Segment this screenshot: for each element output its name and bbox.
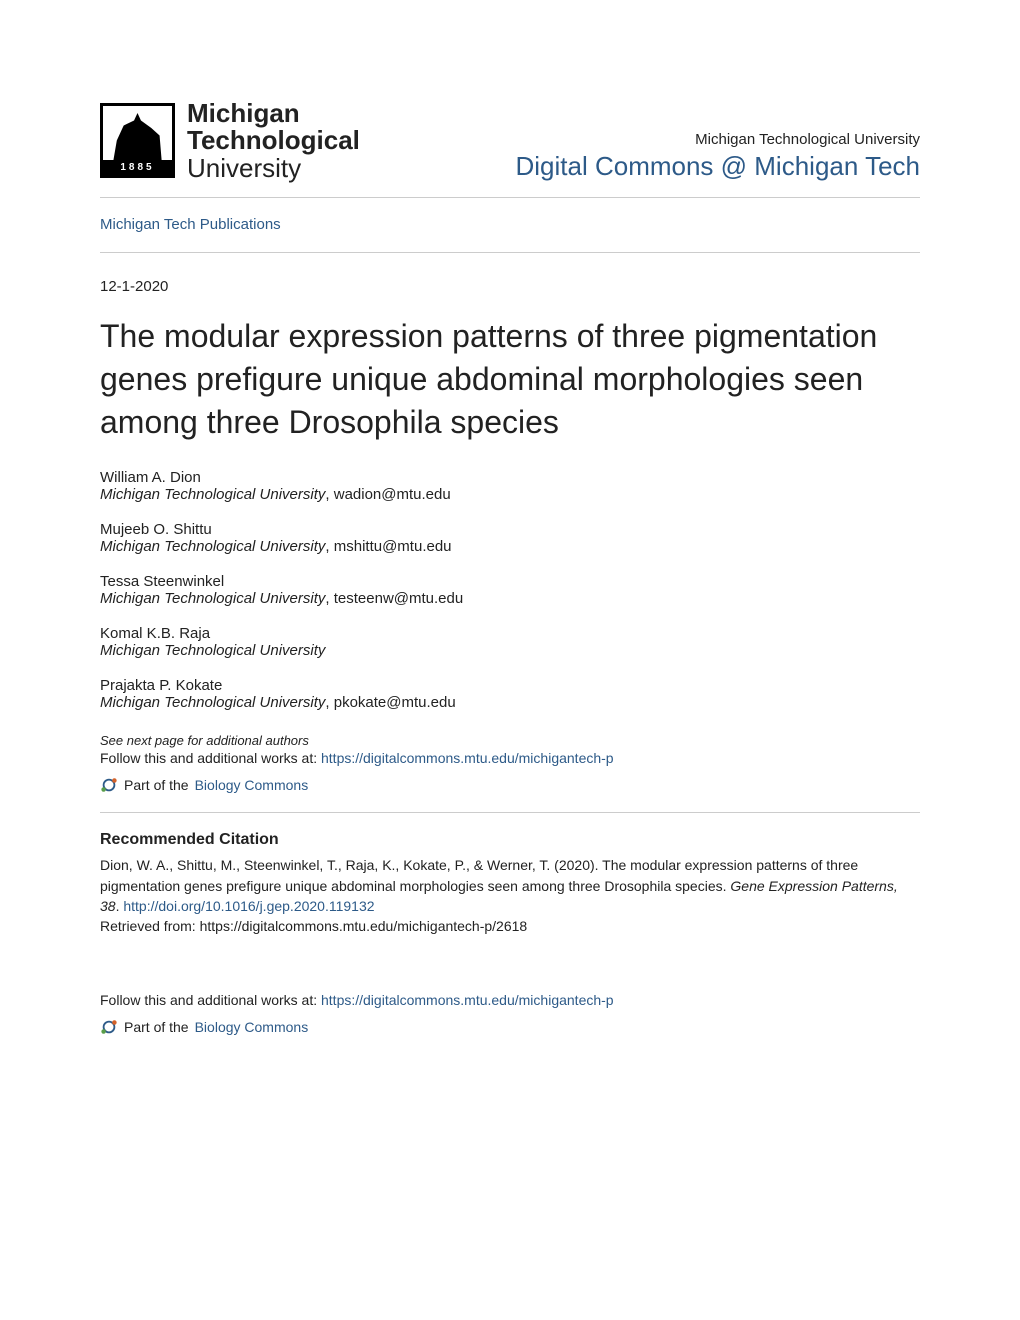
retrieved-from: Retrieved from: https://digitalcommons.m… xyxy=(100,916,920,936)
biology-commons-link[interactable]: Biology Commons xyxy=(195,777,309,793)
author-block: Tessa Steenwinkel Michigan Technological… xyxy=(100,573,920,607)
follow-line-footer: Follow this and additional works at: htt… xyxy=(100,992,920,1008)
logo-year: 1885 xyxy=(103,160,172,175)
author-affiliation: Michigan Technological University xyxy=(100,642,920,659)
author-email: , wadion@mtu.edu xyxy=(325,486,450,503)
logo-line2: Technological xyxy=(187,127,360,154)
citation-text: Dion, W. A., Shittu, M., Steenwinkel, T.… xyxy=(100,855,920,936)
publication-date: 12-1-2020 xyxy=(100,278,920,295)
author-name: Prajakta P. Kokate xyxy=(100,677,920,694)
publications-row: Michigan Tech Publications xyxy=(100,198,920,252)
author-email: , testeenw@mtu.edu xyxy=(325,590,463,607)
publications-link[interactable]: Michigan Tech Publications xyxy=(100,216,281,233)
author-block: Komal K.B. Raja Michigan Technological U… xyxy=(100,625,920,659)
husky-icon xyxy=(103,110,172,160)
logo-box: 1885 xyxy=(100,103,175,178)
follow-line: Follow this and additional works at: htt… xyxy=(100,750,920,766)
author-affiliation: Michigan Technological University, wadio… xyxy=(100,486,920,503)
doi-link[interactable]: http://doi.org/10.1016/j.gep.2020.119132 xyxy=(123,898,374,914)
university-name: Michigan Technological University xyxy=(515,131,920,148)
divider xyxy=(100,252,920,253)
digital-commons-link[interactable]: Digital Commons @ Michigan Tech xyxy=(515,151,920,181)
author-name: William A. Dion xyxy=(100,469,920,486)
author-name: Komal K.B. Raja xyxy=(100,625,920,642)
follow-link[interactable]: https://digitalcommons.mtu.edu/michigant… xyxy=(321,750,614,766)
author-block: William A. Dion Michigan Technological U… xyxy=(100,469,920,503)
footer-block: Follow this and additional works at: htt… xyxy=(100,992,920,1036)
network-icon xyxy=(100,776,118,794)
author-name: Mujeeb O. Shittu xyxy=(100,521,920,538)
header-right: Michigan Technological University Digita… xyxy=(515,131,920,182)
partof-row: Part of the Biology Commons xyxy=(100,776,920,794)
logo-line1: Michigan xyxy=(187,100,360,127)
paper-title: The modular expression patterns of three… xyxy=(100,315,920,445)
follow-link-footer[interactable]: https://digitalcommons.mtu.edu/michigant… xyxy=(321,992,614,1008)
logo-text: Michigan Technological University xyxy=(187,100,360,182)
network-icon xyxy=(100,1018,118,1036)
author-affiliation: Michigan Technological University, mshit… xyxy=(100,538,920,555)
logo-block: 1885 Michigan Technological University xyxy=(100,100,360,182)
author-block: Prajakta P. Kokate Michigan Technologica… xyxy=(100,677,920,711)
author-name: Tessa Steenwinkel xyxy=(100,573,920,590)
author-block: Mujeeb O. Shittu Michigan Technological … xyxy=(100,521,920,555)
logo-line3: University xyxy=(187,155,360,182)
divider xyxy=(100,812,920,813)
author-affiliation: Michigan Technological University, pkoka… xyxy=(100,694,920,711)
biology-commons-link-footer[interactable]: Biology Commons xyxy=(195,1019,309,1035)
author-email: , mshittu@mtu.edu xyxy=(325,538,451,555)
partof-row-footer: Part of the Biology Commons xyxy=(100,1018,920,1036)
more-authors-note: See next page for additional authors xyxy=(100,733,920,748)
author-affiliation: Michigan Technological University, teste… xyxy=(100,590,920,607)
header: 1885 Michigan Technological University M… xyxy=(100,100,920,182)
recommended-citation-heading: Recommended Citation xyxy=(100,831,920,849)
author-email: , pkokate@mtu.edu xyxy=(325,694,455,711)
